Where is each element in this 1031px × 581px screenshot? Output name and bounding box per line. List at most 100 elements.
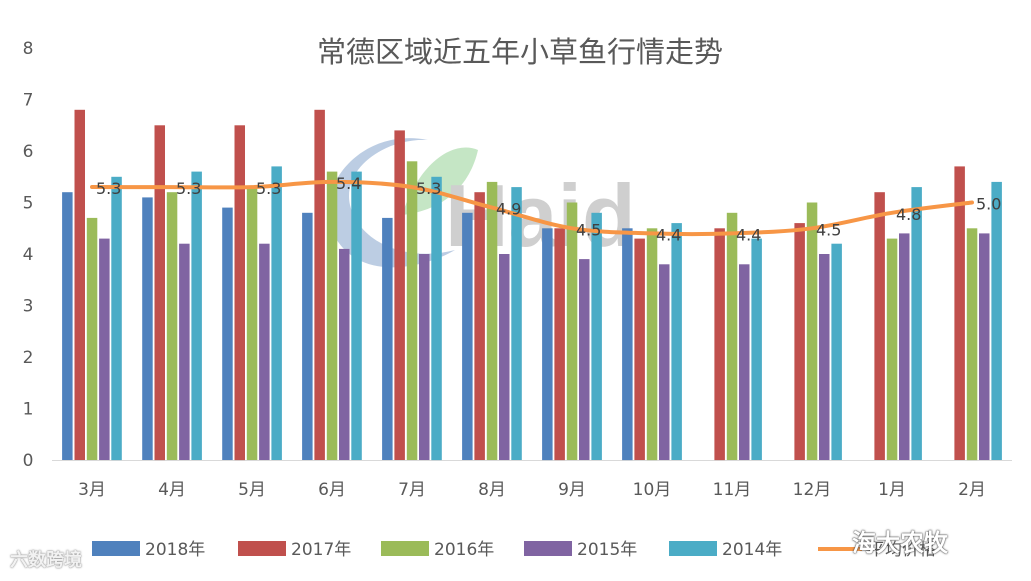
legend-swatch (92, 541, 140, 556)
bar (659, 264, 670, 460)
bar (474, 192, 485, 460)
bar (179, 243, 190, 460)
average-data-label: 5.0 (976, 195, 1001, 214)
bar (302, 212, 313, 460)
bar (394, 130, 405, 460)
x-tick-label: 3月 (78, 480, 106, 500)
bar (326, 171, 338, 460)
x-tick-label: 12月 (793, 480, 832, 500)
bar (462, 212, 473, 460)
y-tick-label: 0 (23, 451, 34, 471)
bottom-left-watermark: 六数跨境 (10, 550, 82, 571)
bar (259, 243, 270, 460)
bar (991, 181, 1002, 460)
average-data-label: 4.8 (896, 205, 921, 224)
bar (566, 202, 578, 460)
x-tick-label: 8月 (478, 480, 506, 500)
x-tick-label: 10月 (633, 480, 672, 500)
bar (726, 212, 738, 460)
x-axis: 3月 4月 5月 6月 7月 8月 9月 10月 11月 12月 1月 2月 (78, 480, 986, 500)
average-data-label: 5.4 (336, 174, 361, 193)
bar (634, 238, 645, 460)
bar (554, 228, 565, 461)
legend-swatch (524, 541, 572, 556)
legend-swatch (238, 541, 286, 556)
chart-title: 常德区域近五年小草鱼行情走势 (317, 35, 723, 69)
average-data-label: 5.3 (256, 179, 281, 198)
bar-series (62, 109, 1002, 461)
y-tick-label: 2 (23, 348, 34, 368)
bar (62, 192, 73, 460)
y-tick-label: 5 (23, 194, 34, 214)
bar (794, 223, 805, 460)
legend-label: 2017年 (291, 540, 351, 560)
y-tick-label: 3 (23, 297, 34, 317)
y-tick-label: 7 (23, 91, 34, 111)
average-data-label: 5.3 (96, 179, 121, 198)
legend-label: 2015年 (577, 540, 637, 560)
bar (166, 192, 178, 460)
average-price-line (90, 179, 974, 237)
bar (542, 228, 553, 461)
x-tick-label: 5月 (238, 480, 266, 500)
y-tick-label: 4 (23, 245, 34, 265)
y-tick-label: 8 (23, 39, 34, 59)
bar (979, 233, 990, 460)
x-tick-label: 7月 (398, 480, 426, 500)
y-tick-label: 6 (23, 142, 34, 162)
bar (591, 212, 602, 460)
y-tick-label: 1 (23, 400, 34, 420)
bar (271, 166, 282, 460)
average-data-label: 5.3 (176, 179, 201, 198)
bar (579, 259, 590, 460)
bar (339, 248, 350, 460)
x-tick-label: 2月 (958, 480, 986, 500)
bottom-right-watermark: 海大农牧 (852, 529, 948, 557)
bar (899, 233, 910, 460)
bar (86, 217, 98, 460)
bar (739, 264, 750, 460)
bar (419, 254, 430, 460)
bar (911, 187, 922, 460)
bar (806, 202, 818, 460)
bar (646, 228, 658, 461)
average-data-label: 4.4 (736, 225, 761, 244)
bar (191, 171, 202, 460)
legend-label: 平均价格 (868, 540, 936, 560)
bar (486, 181, 498, 460)
bar (99, 238, 110, 460)
bar (314, 109, 325, 461)
bar (406, 161, 418, 461)
legend-swatch (381, 541, 429, 556)
bar (511, 187, 522, 460)
bar (966, 228, 978, 461)
bar (111, 176, 122, 461)
bar (142, 197, 153, 460)
x-tick-label: 6月 (318, 480, 346, 500)
bar (714, 228, 725, 461)
bar (154, 125, 165, 461)
x-tick-label: 9月 (558, 480, 586, 500)
bar (351, 171, 362, 460)
bar (874, 192, 885, 460)
legend-label: 2016年 (434, 540, 494, 560)
bar (886, 238, 898, 460)
x-tick-label: 11月 (713, 480, 752, 500)
haid-brand-text: Haid (445, 166, 636, 265)
average-data-label: 4.5 (576, 220, 601, 239)
bar (382, 217, 393, 460)
bar (234, 125, 245, 461)
bar (431, 176, 442, 461)
legend-label: 2018年 (145, 540, 205, 560)
legend-label: 2014年 (722, 540, 782, 560)
average-data-label: 4.9 (496, 200, 521, 219)
bar (819, 254, 830, 460)
average-data-label: 4.5 (816, 220, 841, 239)
bar (671, 223, 682, 460)
bar (499, 254, 510, 460)
bar (74, 109, 85, 461)
bar (222, 207, 233, 460)
legend: 2018年 2017年 2016年 2015年 2014年 平均价格 (92, 540, 936, 560)
x-tick-label: 1月 (878, 480, 906, 500)
